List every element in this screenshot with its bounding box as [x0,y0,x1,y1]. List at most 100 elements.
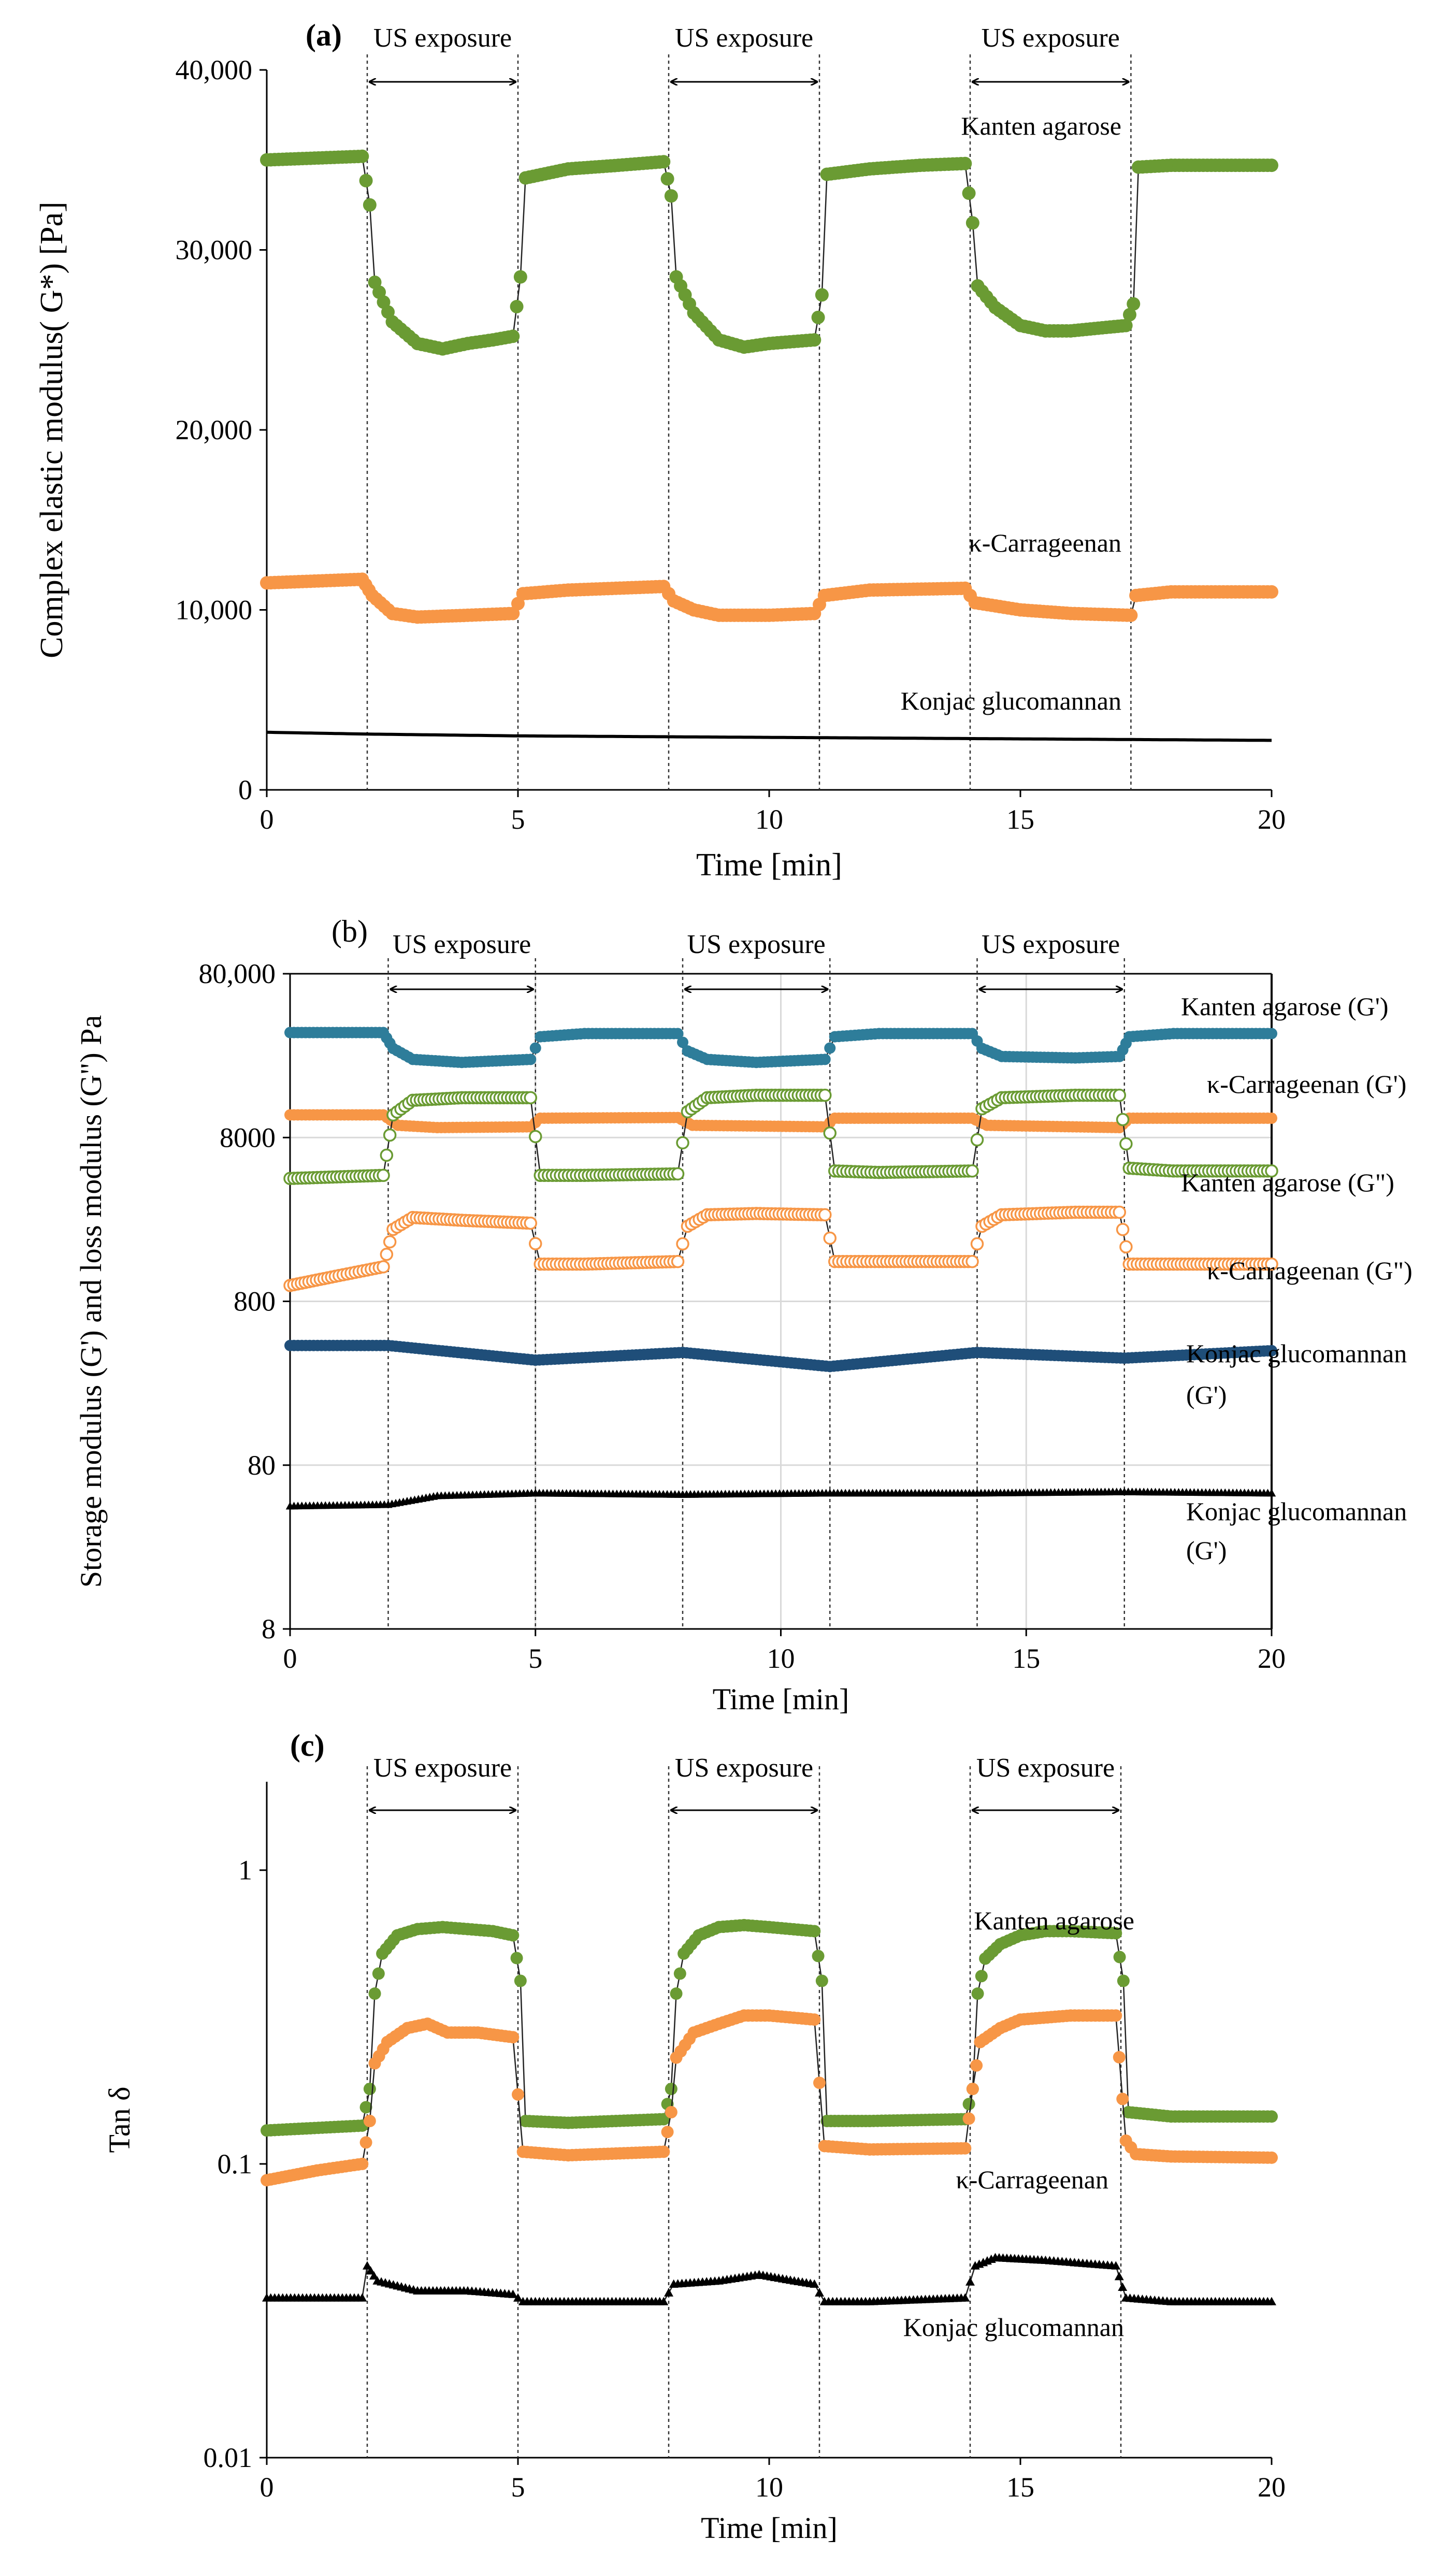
data-point [670,1987,683,2000]
data-point [818,1208,832,1222]
series-annotation: Kanten agarose (G') [1181,992,1389,1021]
data-point [965,2277,975,2286]
series-2 [266,730,1272,742]
series-annotation: (G') [1186,1380,1227,1409]
data-point [380,1247,394,1261]
series-0 [284,1027,1277,1069]
x-tick-label: 20 [1258,1643,1286,1674]
data-point [813,2076,826,2089]
series-annotation: Kanten agarose [974,1906,1134,1935]
data-point [966,2083,979,2096]
panel-label: (b) [331,914,368,948]
exposure-label: US exposure [675,1753,813,1783]
x-tick-label: 0 [260,804,274,835]
data-point [368,1987,381,2000]
data-point [506,329,520,343]
series-4 [284,1339,1277,1373]
data-point [510,1952,523,1965]
data-point [962,2112,975,2125]
series-3 [283,1205,1278,1292]
data-point [1109,1927,1122,1940]
data-point [676,1136,689,1150]
data-point [369,2271,379,2280]
y-tick-label: 20,000 [176,414,253,445]
data-point [671,1167,685,1181]
panel-label: (c) [290,1728,325,1763]
data-point [1118,2282,1128,2291]
data-point [1122,308,1136,322]
data-point [363,2261,372,2270]
series-annotation: Kanten agarose [961,111,1121,140]
data-point [657,155,671,169]
data-point [524,1216,538,1230]
data-point [1113,2051,1126,2064]
y-tick-label: 30,000 [176,235,253,266]
series-0 [260,149,1278,356]
data-point [672,1028,684,1040]
exposure-label: US exposure [982,930,1120,959]
data-point [529,1042,541,1054]
data-point [1111,2261,1121,2270]
data-point [664,2288,673,2297]
data-point [1109,2009,1122,2022]
series-2 [262,2253,1276,2305]
x-tick-label: 15 [1006,804,1034,835]
series-annotation: κ-Carrageenan [969,528,1121,557]
y-tick-label: 80,000 [199,958,276,989]
x-tick-label: 10 [755,2472,783,2503]
exposure-label: US exposure [982,23,1120,53]
x-tick-label: 15 [1012,1643,1040,1674]
data-point [506,607,520,621]
data-point [1116,1113,1130,1127]
series-annotation: Konjac glucomannan [903,2313,1124,2342]
data-point [808,2013,821,2026]
y-tick-label: 0.1 [218,2148,253,2180]
data-point [380,1148,394,1162]
exposure-label: US exposure [393,930,531,959]
data-point [507,1929,520,1942]
data-point [808,1925,821,1938]
data-point [355,149,369,163]
series-annotation: Konjac glucomannan [1186,1339,1407,1368]
data-point [812,1950,825,1963]
x-tick-label: 0 [260,2472,274,2503]
data-point [810,2279,819,2288]
data-point [962,2098,975,2111]
data-point [1116,1223,1130,1236]
data-point [1114,2272,1124,2281]
y-tick-label: 0.01 [204,2442,253,2473]
data-point [1117,1974,1130,1987]
exposure-label: US exposure [675,23,813,53]
series-1 [284,1109,1277,1134]
data-point [970,1237,984,1251]
data-point [513,2293,523,2302]
series-line [266,730,1272,742]
x-tick-label: 20 [1258,804,1286,835]
data-point [970,1133,984,1147]
y-tick-label: 1 [238,1855,252,1886]
data-point [677,1036,688,1048]
data-point [664,189,678,203]
data-point [1265,1257,1278,1271]
data-point [377,1260,390,1274]
data-point [1266,1345,1277,1357]
data-point [660,172,674,186]
data-point [508,2289,518,2298]
x-tick-label: 15 [1006,2472,1034,2503]
series-annotation: κ-Carrageenan [956,2165,1108,2194]
data-point [1124,608,1138,622]
data-point [363,2114,376,2127]
data-point [1116,2093,1129,2105]
series-1 [261,2009,1278,2187]
x-tick-label: 5 [511,2472,525,2503]
data-point [511,597,525,611]
data-point [1267,1489,1276,1497]
data-point [819,1054,831,1065]
data-point [665,2083,677,2096]
data-point [1119,1240,1133,1253]
chart-panel-b: 0 5 10 15 20 8 80 800 8000 80,000 Time [min] Storag… [74,914,1412,1716]
data-point [366,2266,376,2275]
data-point [512,2088,524,2101]
data-point [524,1091,538,1105]
panel-label: (a) [306,18,342,52]
